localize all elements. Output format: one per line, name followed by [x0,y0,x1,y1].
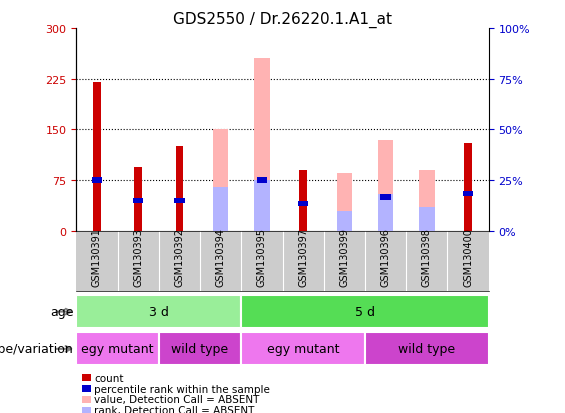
Bar [241,295,489,328]
Text: GSM130393: GSM130393 [133,228,143,286]
Bar [174,198,185,204]
Bar [241,332,365,366]
Bar [257,178,267,183]
Bar [254,59,270,231]
Bar [213,188,228,231]
Bar [380,195,391,200]
Text: age: age [50,305,73,318]
Bar [337,174,352,231]
Text: egy mutant: egy mutant [267,342,340,356]
Text: GSM130397: GSM130397 [298,228,308,286]
Text: GSM130400: GSM130400 [463,228,473,286]
Text: wild type: wild type [171,342,229,356]
Bar [464,144,472,231]
Text: 5 d: 5 d [355,305,375,318]
Bar [337,211,352,231]
Bar [133,198,144,204]
Bar [76,332,159,366]
Text: GSM130395: GSM130395 [257,228,267,286]
Bar [463,192,473,197]
Bar [419,208,434,231]
Text: percentile rank within the sample: percentile rank within the sample [94,384,270,394]
Bar [134,167,142,231]
Bar [76,295,241,328]
Bar [365,332,489,366]
Text: value, Detection Call = ABSENT: value, Detection Call = ABSENT [94,394,260,404]
Text: GSM130396: GSM130396 [381,228,390,286]
Bar [378,140,393,231]
Text: count: count [94,373,124,383]
Bar [299,171,307,231]
Bar [298,202,308,207]
Text: GSM130394: GSM130394 [216,228,225,286]
Text: rank, Detection Call = ABSENT: rank, Detection Call = ABSENT [94,405,255,413]
Title: GDS2550 / Dr.26220.1.A1_at: GDS2550 / Dr.26220.1.A1_at [173,12,392,28]
Text: GSM130398: GSM130398 [422,228,432,286]
Bar [93,83,101,231]
Text: GSM130391: GSM130391 [92,228,102,286]
Bar [419,171,434,231]
Bar [378,194,393,231]
Bar [254,180,270,231]
Text: GSM130399: GSM130399 [340,228,349,286]
Bar [176,147,183,231]
Bar [159,332,241,366]
Text: 3 d: 3 d [149,305,169,318]
Text: wild type: wild type [398,342,455,356]
Text: GSM130392: GSM130392 [175,228,184,286]
Bar [213,130,228,231]
Text: egy mutant: egy mutant [81,342,154,356]
Bar [92,178,102,183]
Text: genotype/variation: genotype/variation [0,342,73,356]
